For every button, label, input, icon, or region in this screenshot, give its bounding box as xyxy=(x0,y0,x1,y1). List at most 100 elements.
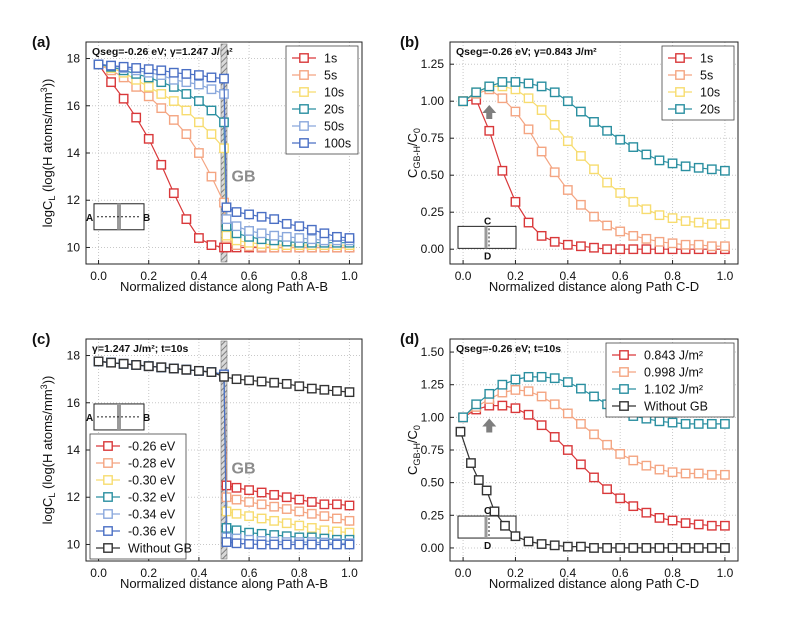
data-point xyxy=(667,543,678,553)
data-point xyxy=(510,403,521,414)
data-point xyxy=(281,539,292,550)
data-point xyxy=(269,501,280,512)
data-point xyxy=(680,518,691,529)
data-point xyxy=(510,77,521,87)
data-point xyxy=(281,518,292,529)
x-tick-label: 0.4 xyxy=(191,566,208,580)
data-point xyxy=(706,164,717,175)
data-point xyxy=(562,445,573,455)
data-point xyxy=(576,241,586,252)
data-point xyxy=(576,418,586,429)
data-point xyxy=(332,231,342,242)
data-point xyxy=(693,543,704,553)
y-tick-label: 12 xyxy=(67,193,81,207)
data-point xyxy=(256,539,267,550)
data-point xyxy=(256,228,267,239)
data-point xyxy=(332,526,342,537)
panel-annotation: γ=1.247 J/m²; t=10s xyxy=(92,343,188,355)
data-point xyxy=(497,165,508,176)
legend-entry: -0.26 eV xyxy=(128,440,176,454)
data-point xyxy=(484,81,495,92)
data-point xyxy=(168,363,179,374)
y-tick-label: 0.75 xyxy=(421,443,445,457)
data-point xyxy=(143,91,154,102)
y-tick-label: 0.00 xyxy=(421,242,445,256)
data-point xyxy=(536,230,547,241)
data-point xyxy=(641,543,652,553)
legend-swatch-marker xyxy=(675,104,685,114)
data-point xyxy=(654,236,665,247)
legend-entry: 0.998 J/m² xyxy=(644,366,703,380)
data-point xyxy=(654,416,665,427)
data-point xyxy=(562,239,573,250)
data-point xyxy=(667,467,678,478)
legend-entry: -0.34 eV xyxy=(128,508,176,522)
data-point xyxy=(106,60,116,71)
data-point xyxy=(344,515,355,526)
data-point xyxy=(523,78,534,89)
legend-entry: Without GB xyxy=(644,400,708,414)
data-point xyxy=(306,508,317,519)
data-point xyxy=(344,500,355,511)
data-point xyxy=(131,112,142,123)
y-tick-label: 0.00 xyxy=(421,541,445,555)
panel-label: (a) xyxy=(32,34,50,51)
data-point xyxy=(319,384,330,395)
data-point xyxy=(500,520,510,531)
data-point xyxy=(536,420,547,431)
data-point xyxy=(118,93,129,104)
data-point xyxy=(680,418,691,429)
data-point xyxy=(576,459,586,470)
data-point xyxy=(231,508,242,519)
data-point xyxy=(576,106,586,117)
gb-label: GB xyxy=(232,461,256,478)
data-point xyxy=(510,106,521,117)
data-point xyxy=(693,519,704,530)
data-point xyxy=(206,105,217,116)
data-point xyxy=(306,523,317,533)
x-tick-label: 0.2 xyxy=(507,269,524,283)
data-point xyxy=(615,134,626,145)
data-point xyxy=(536,391,547,402)
data-point xyxy=(294,494,305,505)
x-tick-label: 1.0 xyxy=(341,566,358,580)
data-point xyxy=(720,165,730,176)
data-point xyxy=(589,117,599,127)
data-point xyxy=(720,418,730,429)
y-tick-label: 12 xyxy=(67,490,81,504)
data-point xyxy=(680,161,691,172)
x-tick-label: 0.2 xyxy=(140,566,157,580)
x-tick-label: 0.2 xyxy=(140,269,157,283)
data-point xyxy=(143,133,154,144)
data-point xyxy=(510,196,521,207)
data-point xyxy=(206,84,217,95)
data-point xyxy=(306,234,317,245)
legend-swatch-marker xyxy=(103,475,113,485)
data-point xyxy=(294,539,305,550)
legend: 1s 5s 10s 20s xyxy=(661,45,735,121)
data-point xyxy=(294,233,305,243)
data-point xyxy=(667,213,678,224)
data-point xyxy=(481,485,492,496)
data-point xyxy=(256,487,267,498)
data-point xyxy=(269,489,280,500)
y-tick-label: 10 xyxy=(67,240,81,254)
data-point xyxy=(615,449,626,459)
data-point xyxy=(244,209,254,220)
y-tick-label: 1.25 xyxy=(421,378,445,392)
data-point xyxy=(615,493,626,504)
data-point xyxy=(319,525,330,536)
data-point xyxy=(244,539,254,549)
data-point xyxy=(523,371,534,382)
data-point xyxy=(281,504,292,514)
data-point xyxy=(497,379,508,390)
x-tick-label: 0.4 xyxy=(559,566,576,580)
data-point xyxy=(332,386,342,396)
data-point xyxy=(319,228,330,239)
data-point xyxy=(680,543,691,553)
x-tick-label: 1.0 xyxy=(717,566,734,580)
data-point xyxy=(206,367,217,377)
data-point xyxy=(654,155,665,166)
data-point xyxy=(602,244,612,255)
panel-label: (c) xyxy=(32,331,50,348)
